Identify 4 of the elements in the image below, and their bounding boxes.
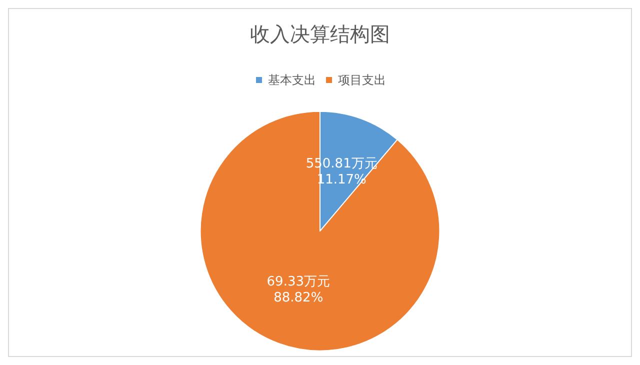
legend-label: 基本支出 [268, 73, 316, 87]
legend-label: 项目支出 [338, 73, 386, 87]
data-label: 69.33万元 88.82% [266, 274, 330, 306]
chart-title: 收入决算结构图 [250, 22, 390, 46]
